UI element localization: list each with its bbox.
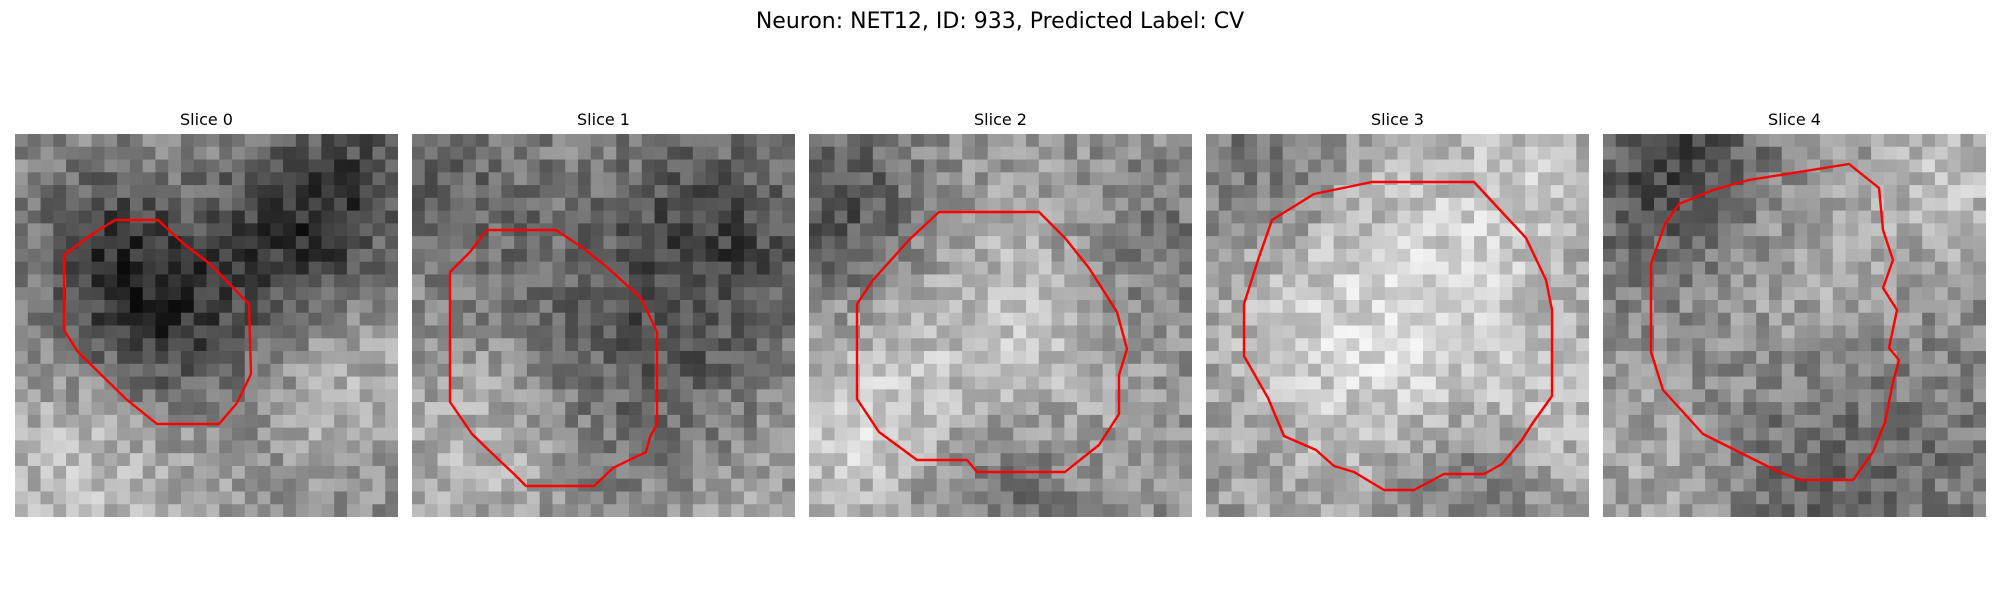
slice-title: Slice 4 [1768, 110, 1821, 129]
slice-image [1206, 134, 1589, 517]
slice-title: Slice 3 [1371, 110, 1424, 129]
slice-panel: Slice 2 [809, 107, 1192, 522]
segmentation-contour [855, 210, 1129, 474]
slice-title: Slice 1 [577, 110, 630, 129]
slice-panel: Slice 1 [412, 107, 795, 522]
slice-panel: Slice 4 [1603, 107, 1986, 522]
slice-image [15, 134, 398, 517]
grayscale-pixels [15, 134, 398, 517]
segmentation-contour [1649, 162, 1901, 482]
grayscale-pixels [412, 134, 795, 517]
grayscale-pixels [809, 134, 1192, 517]
segmentation-contour [448, 228, 659, 488]
segmentation-contour [1242, 180, 1554, 492]
slice-title: Slice 2 [974, 110, 1027, 129]
segmentation-contour [62, 218, 253, 426]
grayscale-pixels [1206, 134, 1589, 517]
slice-panel: Slice 3 [1206, 107, 1589, 522]
slice-title: Slice 0 [180, 110, 233, 129]
grayscale-pixels [1603, 134, 1986, 517]
slice-panel: Slice 0 [15, 107, 398, 522]
figure-title: Neuron: NET12, ID: 933, Predicted Label:… [755, 9, 1245, 34]
slice-image [809, 134, 1192, 517]
slice-image [1603, 134, 1986, 517]
slice-image [412, 134, 795, 517]
